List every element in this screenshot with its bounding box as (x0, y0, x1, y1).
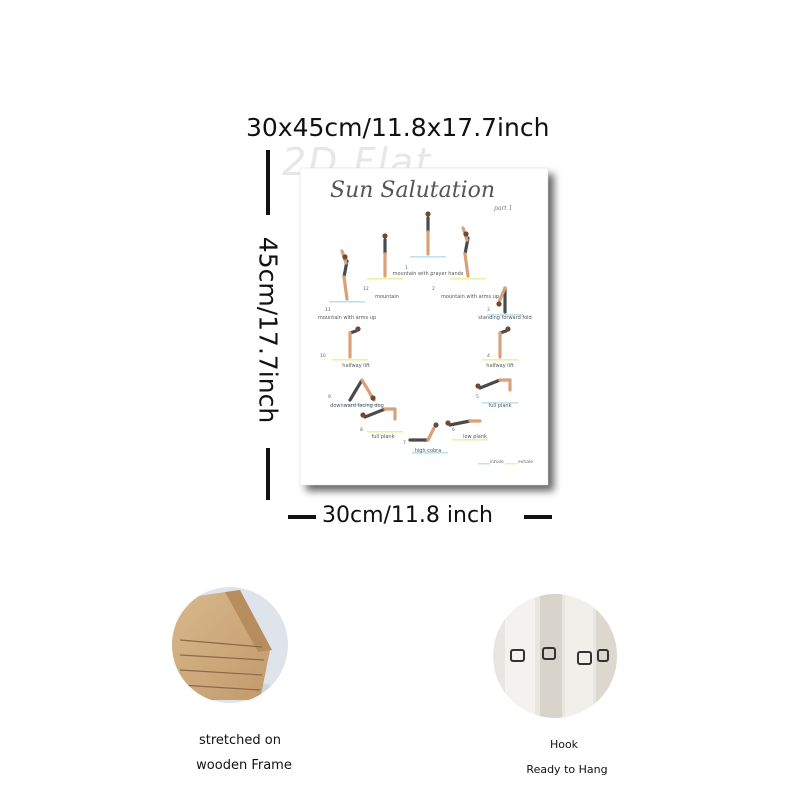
figure-part (448, 419, 472, 427)
mat (487, 314, 523, 316)
figure-head (445, 420, 451, 426)
figure-part (478, 378, 502, 390)
pose-number: 3 (487, 308, 490, 313)
mat (329, 301, 365, 303)
legend-swatch (505, 463, 517, 465)
mat (452, 439, 488, 441)
figure-head (433, 422, 439, 428)
pose-label: mountain with prayer hands (392, 271, 464, 277)
pose-number: 9 (328, 395, 331, 400)
poster-face (299, 167, 549, 486)
mat (344, 404, 380, 406)
pose-number: 12 (363, 287, 369, 292)
frame-photo (172, 587, 288, 703)
pose-number: 6 (452, 428, 455, 433)
mat (450, 278, 486, 280)
width-size: 30cm/11.8 inch (322, 503, 494, 528)
mat (482, 402, 518, 404)
pose-number: 7 (403, 441, 406, 446)
figure-part (426, 426, 436, 442)
mat (412, 452, 448, 454)
legend-label: inhale (490, 460, 504, 465)
caption: Ready to Hang (526, 763, 608, 776)
figure-head (355, 326, 361, 332)
mat (482, 359, 518, 361)
caption: stretched on (199, 733, 281, 748)
caption: wooden Frame (196, 758, 292, 773)
pose-number: 1 (405, 266, 408, 271)
pose-number: 11 (325, 308, 331, 313)
figure-part (497, 286, 507, 304)
mat (410, 256, 446, 258)
mat (332, 359, 368, 361)
figure-part (342, 275, 349, 301)
figure-head (370, 395, 376, 401)
legend-label: exhale (518, 460, 533, 465)
mat (367, 431, 403, 433)
pose-number: 5 (476, 395, 479, 400)
pose-number: 2 (432, 287, 435, 292)
overall-size: 30x45cm/11.8x17.7inch (246, 113, 550, 142)
pose-number: 8 (360, 428, 363, 433)
pose-label: mountain with arms up (440, 294, 500, 300)
pose-number: 4 (487, 354, 490, 359)
figure-head (382, 233, 388, 239)
legend-swatch (478, 463, 490, 465)
pose-number: 10 (320, 354, 326, 359)
poses (329, 211, 523, 454)
pose-label: downward facing dog (330, 403, 384, 409)
figure-head (505, 326, 511, 332)
pose-label: high cobra (414, 448, 442, 454)
mat (367, 278, 403, 280)
pose-label: full plank (371, 434, 395, 440)
pose-label: low plank (463, 434, 487, 440)
pose-label: full plank (488, 403, 512, 409)
pose-label: halfway lift (486, 363, 514, 369)
figure-part (348, 378, 364, 402)
figure-head (475, 383, 481, 389)
poster-title: Sun Salutation (330, 178, 496, 203)
figure-head (360, 412, 366, 418)
pose-label: mountain with arms up (317, 315, 377, 321)
pose-label: mountain (375, 294, 399, 300)
pose-label: halfway lift (342, 363, 370, 369)
figure-head (496, 301, 502, 307)
caption: Hook (549, 738, 579, 751)
hook-photo (493, 594, 617, 718)
figure-head (425, 211, 431, 217)
figure-head (463, 231, 469, 237)
pose-label: standing forward fold (478, 315, 532, 321)
figure-part (363, 407, 387, 419)
figure-head (342, 254, 348, 260)
figure-part (463, 252, 470, 278)
poster-subtitle: part 1 (494, 205, 513, 212)
